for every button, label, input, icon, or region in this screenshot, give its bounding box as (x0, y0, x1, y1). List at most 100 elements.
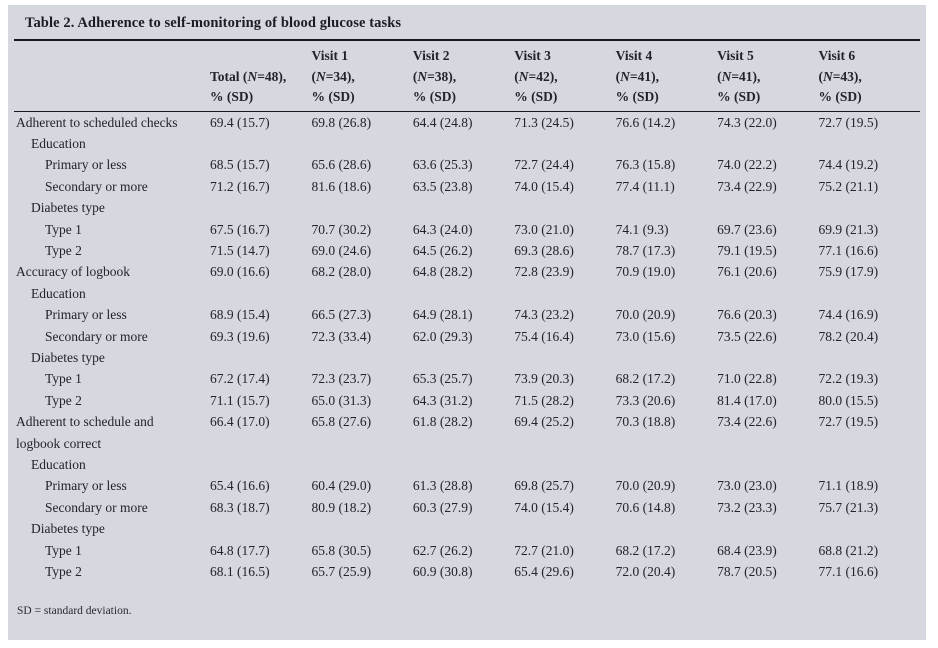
value-cell: 65.7 (25.9) (311, 564, 372, 580)
table-row: Type 2 68.1 (16.5) 65.7 (25.9) 60.9 (30.8) 6… (14, 561, 920, 582)
row-label: Adherent to scheduled checks (16, 114, 178, 130)
table-row: Type 1 64.8 (17.7) 65.8 (30.5) 62.7 (26.2) 7… (14, 540, 920, 561)
sample-size-label: (N=34), (311, 68, 355, 84)
value-cell (413, 197, 514, 218)
value-cell: 65.4 (29.6) (514, 564, 574, 580)
value-cell: 64.3 (31.2) (412, 392, 473, 408)
column-header: Visit 6 (N=43), % (SD) (818, 40, 920, 112)
value-cell (717, 133, 818, 154)
sample-size-label: (N=43), (818, 68, 862, 84)
value-cell: 72.7 (24.4) (514, 157, 574, 173)
visit-label: Visit 4 (615, 48, 653, 63)
table-row: Secondary or more 69.3 (19.6) 72.3 (33.4) 6… (14, 326, 920, 347)
value-cell: 70.7 (30.2) (311, 221, 372, 237)
value-cell: 65.8 (27.6) (311, 414, 372, 430)
value-cell (413, 347, 514, 368)
value-cell: 73.5 (22.6) (717, 328, 777, 344)
row-label: Primary or less (45, 307, 127, 323)
unit-label: % (SD) (818, 89, 862, 104)
value-cell (311, 197, 412, 218)
unit-label: % (SD) (717, 89, 761, 104)
value-cell: 76.6 (14.2) (615, 114, 676, 130)
visit-label: Visit 1 (311, 48, 349, 63)
sample-size-label: (N=41), (717, 68, 761, 84)
value-cell: 69.0 (16.6) (210, 264, 270, 280)
value-cell: 70.6 (14.8) (615, 499, 676, 515)
table-row: Type 1 67.5 (16.7) 70.7 (30.2) 64.3 (24.0) 7… (14, 219, 920, 240)
row-label: Secondary or more (45, 178, 148, 194)
adherence-table: Total (N=48),% (SD) Visit 1 (N=34),% (SD) V… (14, 39, 920, 582)
value-cell (514, 347, 615, 368)
row-label: Type 1 (45, 221, 82, 237)
value-cell: 68.2 (28.0) (311, 264, 372, 280)
unit-label: % (SD) (311, 89, 355, 104)
value-cell: 78.7 (20.5) (717, 564, 777, 580)
value-cell (717, 454, 818, 475)
unit-label: % (SD) (615, 89, 659, 104)
unit-label: % (SD) (210, 89, 254, 104)
row-label: Primary or less (45, 478, 127, 494)
value-cell: 65.3 (25.7) (412, 371, 473, 387)
sample-size-label: (N=38), (412, 68, 457, 84)
row-label: Secondary or more (45, 499, 148, 515)
value-cell: 75.4 (16.4) (514, 328, 574, 344)
table-row: Secondary or more 68.3 (18.7) 80.9 (18.2) 6… (14, 497, 920, 518)
value-cell: 63.5 (23.8) (412, 178, 473, 194)
table-row: Type 1 67.2 (17.4) 72.3 (23.7) 65.3 (25.7) 7… (14, 368, 920, 389)
visit-label (210, 46, 311, 67)
table-title: Table 2. Adherence to self-monitoring of… (25, 15, 402, 31)
value-cell: 81.4 (17.0) (717, 392, 777, 408)
value-cell: 61.3 (28.8) (412, 478, 473, 494)
value-cell: 64.4 (24.8) (412, 114, 473, 130)
value-cell: 77.4 (11.1) (615, 178, 675, 194)
row-label: Education (31, 457, 86, 472)
value-cell: 74.1 (9.3) (615, 221, 669, 237)
row-label: Adherent to schedule and logbook correct (16, 414, 154, 451)
value-cell: 72.3 (23.7) (311, 371, 372, 387)
row-label: Type 2 (45, 392, 82, 408)
value-cell: 62.0 (29.3) (412, 328, 473, 344)
column-header: Visit 5 (N=41), % (SD) (717, 40, 819, 112)
value-cell: 66.5 (27.3) (311, 307, 372, 323)
column-header: Visit 2 (N=38), % (SD) (412, 40, 515, 112)
visit-label: Visit 5 (717, 48, 754, 63)
visit-label: Visit 2 (412, 48, 450, 63)
value-cell (616, 133, 717, 154)
row-label: Type 1 (45, 371, 82, 387)
visit-label: Visit 3 (514, 48, 551, 63)
value-cell (818, 283, 920, 304)
table-row: Primary or less 65.4 (16.6) 60.4 (29.0) 61.… (14, 475, 920, 496)
value-cell (818, 347, 920, 368)
value-cell (717, 197, 818, 218)
value-cell: 60.3 (27.9) (412, 499, 473, 515)
unit-label: % (SD) (412, 89, 456, 104)
sample-size-label: (N=42), (514, 68, 558, 84)
value-cell: 65.8 (30.5) (311, 542, 372, 558)
value-cell: 69.9 (21.3) (818, 221, 879, 237)
value-cell: 72.2 (19.3) (818, 371, 879, 387)
value-cell: 60.4 (29.0) (311, 478, 372, 494)
value-cell: 80.9 (18.2) (311, 499, 372, 515)
value-cell: 64.8 (28.2) (412, 264, 473, 280)
value-cell (514, 197, 615, 218)
table-row: Secondary or more 71.2 (16.7) 81.6 (18.6) 6… (14, 176, 920, 197)
value-cell (616, 518, 717, 539)
value-cell: 74.4 (16.9) (818, 307, 879, 323)
value-cell: 66.4 (17.0) (210, 414, 270, 430)
value-cell: 71.1 (15.7) (210, 392, 270, 408)
value-cell: 81.6 (18.6) (311, 178, 372, 194)
value-cell: 76.1 (20.6) (717, 264, 777, 280)
value-cell (413, 454, 514, 475)
row-label: Type 1 (45, 542, 82, 558)
value-cell: 70.0 (20.9) (615, 478, 676, 494)
column-header: Total (N=48), % (SD) (210, 40, 312, 112)
table-row: Adherent to scheduled checks 69.4 (15.7) 6… (14, 111, 920, 133)
value-cell (616, 283, 717, 304)
value-cell: 71.1 (18.9) (818, 478, 879, 494)
table-row: Adherent to schedule and logbook correct… (14, 411, 920, 454)
column-header: Visit 1 (N=34), % (SD) (311, 40, 413, 112)
value-cell (210, 347, 311, 368)
sample-size-label: (N=41), (615, 68, 659, 84)
value-cell: 75.2 (21.1) (818, 178, 879, 194)
value-cell: 77.1 (16.6) (818, 564, 879, 580)
